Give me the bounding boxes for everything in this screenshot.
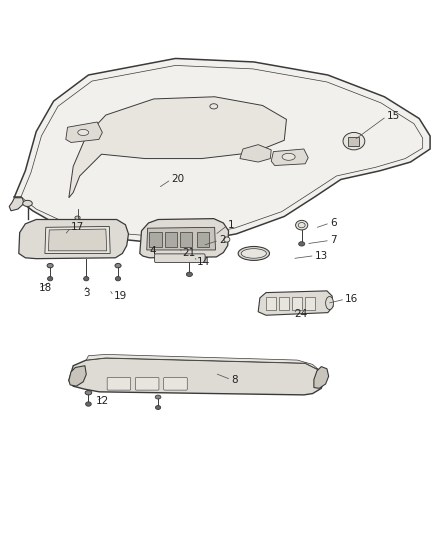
Text: 6: 6 xyxy=(330,218,337,228)
Ellipse shape xyxy=(296,220,308,230)
Ellipse shape xyxy=(186,272,192,277)
Text: 7: 7 xyxy=(330,236,337,245)
Ellipse shape xyxy=(85,391,92,395)
Ellipse shape xyxy=(343,133,365,150)
FancyBboxPatch shape xyxy=(135,377,159,390)
Polygon shape xyxy=(314,367,328,389)
Polygon shape xyxy=(140,219,229,258)
Text: 14: 14 xyxy=(196,257,210,267)
Polygon shape xyxy=(45,227,110,254)
Polygon shape xyxy=(14,59,430,243)
FancyBboxPatch shape xyxy=(180,232,192,247)
Ellipse shape xyxy=(84,277,89,281)
Ellipse shape xyxy=(85,402,91,406)
Text: 15: 15 xyxy=(387,111,400,122)
Ellipse shape xyxy=(78,130,88,135)
Polygon shape xyxy=(9,198,24,211)
Text: 2: 2 xyxy=(219,236,226,245)
Text: 21: 21 xyxy=(182,248,195,259)
Ellipse shape xyxy=(115,263,121,268)
Ellipse shape xyxy=(116,277,120,281)
Ellipse shape xyxy=(325,296,333,310)
Text: 1: 1 xyxy=(228,220,234,230)
Polygon shape xyxy=(86,354,319,370)
FancyBboxPatch shape xyxy=(348,137,359,147)
Polygon shape xyxy=(19,220,128,259)
Text: 24: 24 xyxy=(294,309,307,319)
Ellipse shape xyxy=(75,216,80,220)
Polygon shape xyxy=(69,358,324,395)
Polygon shape xyxy=(69,97,286,198)
FancyBboxPatch shape xyxy=(305,297,315,310)
Ellipse shape xyxy=(299,241,305,246)
Polygon shape xyxy=(69,366,86,386)
Polygon shape xyxy=(271,149,308,166)
Ellipse shape xyxy=(224,237,230,242)
FancyBboxPatch shape xyxy=(164,377,187,390)
Ellipse shape xyxy=(282,154,295,160)
Text: 16: 16 xyxy=(345,294,358,304)
FancyBboxPatch shape xyxy=(266,297,276,310)
Ellipse shape xyxy=(238,246,269,261)
Text: 4: 4 xyxy=(149,246,156,256)
Ellipse shape xyxy=(23,200,32,206)
FancyBboxPatch shape xyxy=(165,232,177,247)
Ellipse shape xyxy=(241,249,266,258)
Polygon shape xyxy=(66,122,102,142)
Text: 3: 3 xyxy=(83,288,90,297)
Text: 18: 18 xyxy=(39,283,52,293)
Text: 17: 17 xyxy=(71,222,84,232)
FancyBboxPatch shape xyxy=(149,232,162,247)
Polygon shape xyxy=(48,229,107,251)
Polygon shape xyxy=(147,228,215,250)
Ellipse shape xyxy=(47,277,53,281)
Text: 12: 12 xyxy=(96,397,110,407)
FancyBboxPatch shape xyxy=(107,377,131,390)
FancyBboxPatch shape xyxy=(292,297,302,310)
FancyBboxPatch shape xyxy=(155,254,205,263)
Ellipse shape xyxy=(47,263,53,268)
Polygon shape xyxy=(258,291,333,315)
Text: 8: 8 xyxy=(231,375,238,385)
Text: 13: 13 xyxy=(315,251,328,261)
FancyBboxPatch shape xyxy=(197,232,209,247)
Ellipse shape xyxy=(155,406,161,409)
FancyBboxPatch shape xyxy=(279,297,289,310)
Text: 20: 20 xyxy=(171,174,184,184)
Ellipse shape xyxy=(155,395,161,399)
Text: 19: 19 xyxy=(114,291,127,301)
Polygon shape xyxy=(240,144,271,162)
